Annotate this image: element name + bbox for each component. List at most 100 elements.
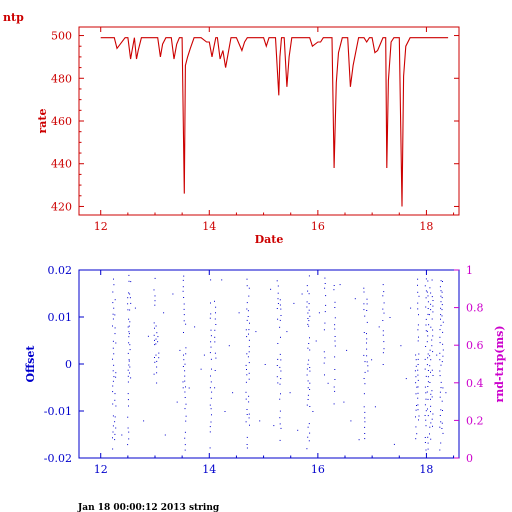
offset-point [246, 409, 248, 410]
offset-point [427, 308, 429, 309]
offset-point [183, 275, 185, 277]
offset-point [210, 313, 212, 315]
offset-point [429, 287, 431, 289]
offset-point [425, 330, 427, 332]
offset-point [432, 335, 434, 337]
offset-point [184, 363, 186, 365]
offset-point [430, 326, 432, 328]
offset-point [439, 449, 441, 451]
offset-point [210, 335, 212, 337]
offset-point [431, 296, 433, 298]
offset-point [306, 404, 308, 406]
offset-point [427, 398, 429, 400]
offset-point [366, 298, 368, 300]
offset-point [185, 415, 187, 417]
offset-point [112, 437, 113, 439]
roundtrip-y-tick-label: 0.2 [466, 414, 484, 427]
offset-x-tick-label: 18 [419, 463, 433, 476]
offset-point [334, 324, 336, 326]
offset-point [383, 312, 385, 314]
offset-point [214, 370, 216, 371]
offset-point [363, 291, 365, 293]
offset-point [246, 447, 248, 449]
offset-point [307, 399, 309, 400]
offset-point [114, 399, 116, 401]
offset-point [426, 291, 428, 293]
offset-point [382, 330, 384, 332]
offset-point [115, 342, 117, 344]
offset-point [157, 341, 159, 343]
offset-point [128, 405, 129, 407]
offset-point [417, 358, 419, 360]
offset-point [307, 387, 309, 389]
offset-point [307, 347, 309, 349]
offset-point [427, 313, 429, 315]
offset-point [211, 391, 213, 393]
offset-point [427, 357, 429, 359]
offset-point [184, 408, 186, 410]
offset-point [439, 329, 441, 331]
offset-point [183, 359, 185, 361]
offset-point [182, 279, 184, 281]
offset-point [214, 341, 216, 343]
offset-point [183, 303, 185, 305]
offset-point [246, 319, 248, 321]
offset-point [245, 398, 247, 400]
offset-point [430, 371, 431, 373]
offset-point [426, 330, 428, 332]
offset-point [427, 335, 429, 337]
rate-x-tick-label: 16 [311, 220, 325, 233]
offset-point [215, 306, 217, 308]
offset-point [439, 375, 441, 377]
offset-point [427, 370, 429, 371]
offset-point [114, 333, 116, 335]
offset-point [194, 326, 196, 328]
offset-point [430, 292, 432, 294]
offset-point [184, 380, 186, 382]
offset-point [184, 449, 186, 451]
offset-point [279, 410, 281, 412]
offset-point [221, 279, 223, 281]
offset-point [366, 348, 368, 350]
offset-point [248, 333, 249, 335]
offset-point [439, 286, 441, 288]
offset-point [113, 376, 115, 378]
offset-point [247, 310, 249, 312]
offset-point [185, 347, 187, 349]
offset-point [277, 292, 279, 294]
offset-point [127, 309, 129, 311]
offset-point [439, 342, 441, 344]
offset-point [248, 413, 250, 415]
offset-point [182, 286, 184, 288]
offset-point [184, 391, 186, 393]
offset-point [128, 359, 130, 361]
offset-point [371, 359, 373, 361]
offset-point [153, 322, 155, 324]
offset-point [128, 438, 130, 440]
offset-point [363, 332, 365, 333]
offset-point [279, 417, 281, 419]
offset-point [307, 323, 309, 325]
offset-point [130, 302, 132, 304]
offset-point [112, 448, 114, 450]
offset-point [417, 329, 419, 331]
offset-point [183, 320, 185, 322]
offset-point [306, 301, 308, 303]
offset-point [280, 336, 281, 338]
offset-point [114, 299, 116, 301]
offset-point [188, 387, 190, 389]
offset-point [246, 436, 248, 438]
offset-point [112, 385, 114, 387]
offset-point [279, 319, 281, 321]
offset-point [418, 415, 420, 417]
offset-point [346, 349, 348, 351]
offset-point [417, 308, 419, 310]
offset-point [176, 401, 178, 403]
rate-x-tick-label: 14 [202, 220, 216, 233]
offset-point [427, 448, 429, 450]
offset-point [306, 374, 308, 376]
rate-y-tick-label: 460 [51, 115, 72, 128]
offset-point [248, 329, 250, 331]
offset-point [426, 391, 428, 393]
offset-point [277, 343, 279, 344]
